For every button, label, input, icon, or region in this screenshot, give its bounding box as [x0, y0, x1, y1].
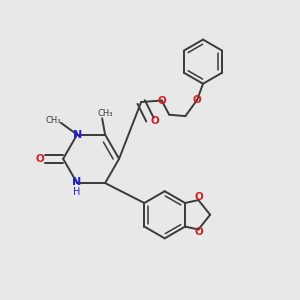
Text: CH₃: CH₃ — [46, 116, 61, 125]
Text: O: O — [150, 116, 159, 126]
Text: O: O — [193, 95, 202, 105]
Text: H: H — [73, 187, 80, 197]
Text: O: O — [158, 95, 166, 106]
Text: O: O — [195, 227, 203, 237]
Text: N: N — [73, 130, 82, 140]
Text: O: O — [36, 154, 44, 164]
Text: CH₃: CH₃ — [97, 109, 113, 118]
Text: O: O — [195, 192, 203, 202]
Text: N: N — [73, 177, 82, 187]
